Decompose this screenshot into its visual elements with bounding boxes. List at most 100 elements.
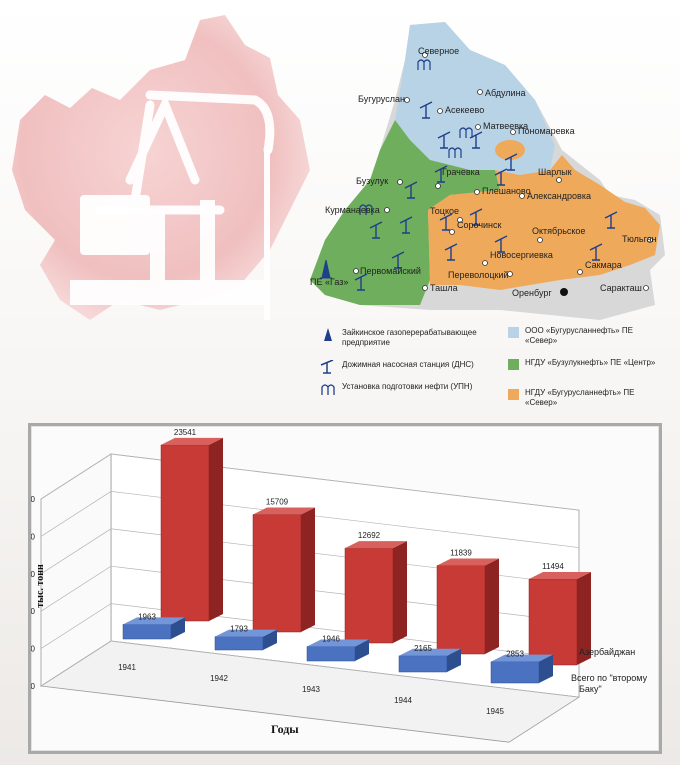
legend-zone-3: НГДУ «Бугурусланнефть» ПЕ «Север» [508,388,658,408]
x-tick-label: 1941 [118,663,136,672]
city-label: Абдулина [485,88,526,98]
gas-plant-icon [324,328,332,341]
chart-panel: 0 5000 10000 15000 20000 25000 23541 1963 1941 15… [28,423,662,754]
y-tick-label: 5000 [31,645,36,654]
legend-pump-station: Дожимная насосная станция (ДНС) [320,360,490,374]
city-label: Сакмара [585,260,622,270]
city-label: Северное [418,46,459,56]
series-label-line: Баку" [579,684,602,694]
legend-oil-unit: Установка подготовки нефти (УПН) [320,382,490,396]
bar-second-baku-top [307,639,369,647]
bar-second-baku-top [491,654,553,662]
data-label: 11839 [450,548,472,557]
y-tick-label: 20000 [31,532,36,541]
city-label: Бугуруслан [358,94,405,104]
bar-azerbaijan-side [577,572,591,665]
pump-station-icon [320,360,334,374]
zone-color-swatch [508,359,519,370]
city-label: Плешаново [482,186,531,196]
bar-second-baku-side [263,629,277,650]
oil-treatment-unit-icon [321,384,335,395]
city-label: Новосергиевка [490,250,553,260]
bar-second-baku-top [215,629,277,637]
gridline [40,603,580,661]
legend-zone-1: ООО «Бугурусланнефть» ПЕ «Север» [508,326,658,346]
y-tick-label: 15000 [31,570,36,579]
gridline [40,491,580,548]
city-label: Саракташ [600,283,642,293]
bar-azerbaijan-side [209,437,223,621]
x-tick-label: 1945 [486,707,504,716]
x-tick-label: 1942 [210,674,228,683]
legend-zone-2: НГДУ «Бузулукнефть» ПЕ «Центр» [508,358,658,370]
y-tick-label: 10000 [31,607,36,616]
city-label: Тюльган [622,234,657,244]
gridline [40,453,580,511]
data-label: 12692 [358,531,381,540]
x-tick-label: 1943 [302,685,320,694]
legend-label: Зайкинское газоперерабатывающее предприя… [342,328,477,347]
city-label: Ташла [430,283,458,293]
production-bar-chart: 0 5000 10000 15000 20000 25000 23541 1963 1941 15… [31,428,648,743]
bar-second-baku-top [123,617,185,625]
bar-azerbaijan-front [252,514,302,633]
bar-second-baku-top [399,648,461,656]
city-label: Тоцкое [430,206,459,216]
legend-gas-plant: Зайкинское газоперерабатывающее предприя… [320,328,490,348]
series-label-second-baku: Всего по "второму Баку" [571,673,648,694]
legend-label: НГДУ «Бузулукнефть» ПЕ «Центр» [525,358,656,367]
city-label: Бузулук [356,176,388,186]
bar-azerbaijan-top [529,572,591,580]
gridline [40,528,580,586]
bar-azerbaijan-top [345,541,407,549]
region-silhouette-image [12,15,310,320]
legend-label: Установка подготовки нефти (УПН) [342,382,473,391]
city-label: Оренбург [512,288,552,298]
zone-color-swatch [508,327,519,338]
bar-azerbaijan-front [344,547,394,644]
bar-azerbaijan-front [160,444,210,622]
city-label: Первомайский [360,266,421,276]
bar-second-baku-side [171,617,185,639]
city-label: Александровка [527,191,591,201]
bar-azerbaijan-top [253,507,315,515]
zone-color-swatch [508,389,519,400]
legend-label: Дожимная насосная станция (ДНС) [342,360,474,369]
bar-second-baku-side [539,654,553,683]
bar-azerbaijan-front [528,578,578,666]
legend-label: ООО «Бугурусланнефть» ПЕ «Север» [525,326,633,345]
bar-azerbaijan-top [437,558,499,566]
data-label: 15709 [266,497,289,506]
data-label: 2165 [414,644,432,653]
city-label: Шарлык [538,167,572,177]
x-tick-label: 1944 [394,696,412,705]
bar-azerbaijan-side [485,558,499,654]
data-label: 1793 [230,625,248,634]
bar-second-baku-front [490,661,540,684]
bar-second-baku-front [214,636,264,651]
city-label: Октябрьское [532,226,585,236]
series-label-azerbaijan: Азербайджан [579,647,635,657]
oil-fields-map: Северное Абдулина Бугуруслан Асекеево Ма… [310,22,665,320]
data-label: 2853 [506,650,524,659]
legend-label: НГДУ «Бугурусланнефть» ПЕ «Север» [525,388,635,407]
series-label-line: Всего по "второму [571,673,648,683]
bar-second-baku-front [122,624,172,640]
city-label: Грачевка [442,167,480,177]
gridline [40,640,580,698]
data-label: 23541 [174,428,197,437]
city-label: Пономаревка [518,126,575,136]
bar-azerbaijan-side [393,541,407,643]
city-label: Сорочинск [457,220,502,230]
data-label: 1946 [322,634,340,643]
data-label: 11494 [542,562,564,571]
city-label: Асекеево [445,105,484,115]
city-label: Матвеевка [483,121,528,131]
bar-second-baku-side [355,639,369,661]
bar-azerbaijan-top [161,437,223,445]
y-tick-label: 25000 [31,495,36,504]
bar-second-baku-side [447,648,461,672]
bar-azerbaijan-side [301,507,315,632]
bar-second-baku-front [306,646,356,662]
